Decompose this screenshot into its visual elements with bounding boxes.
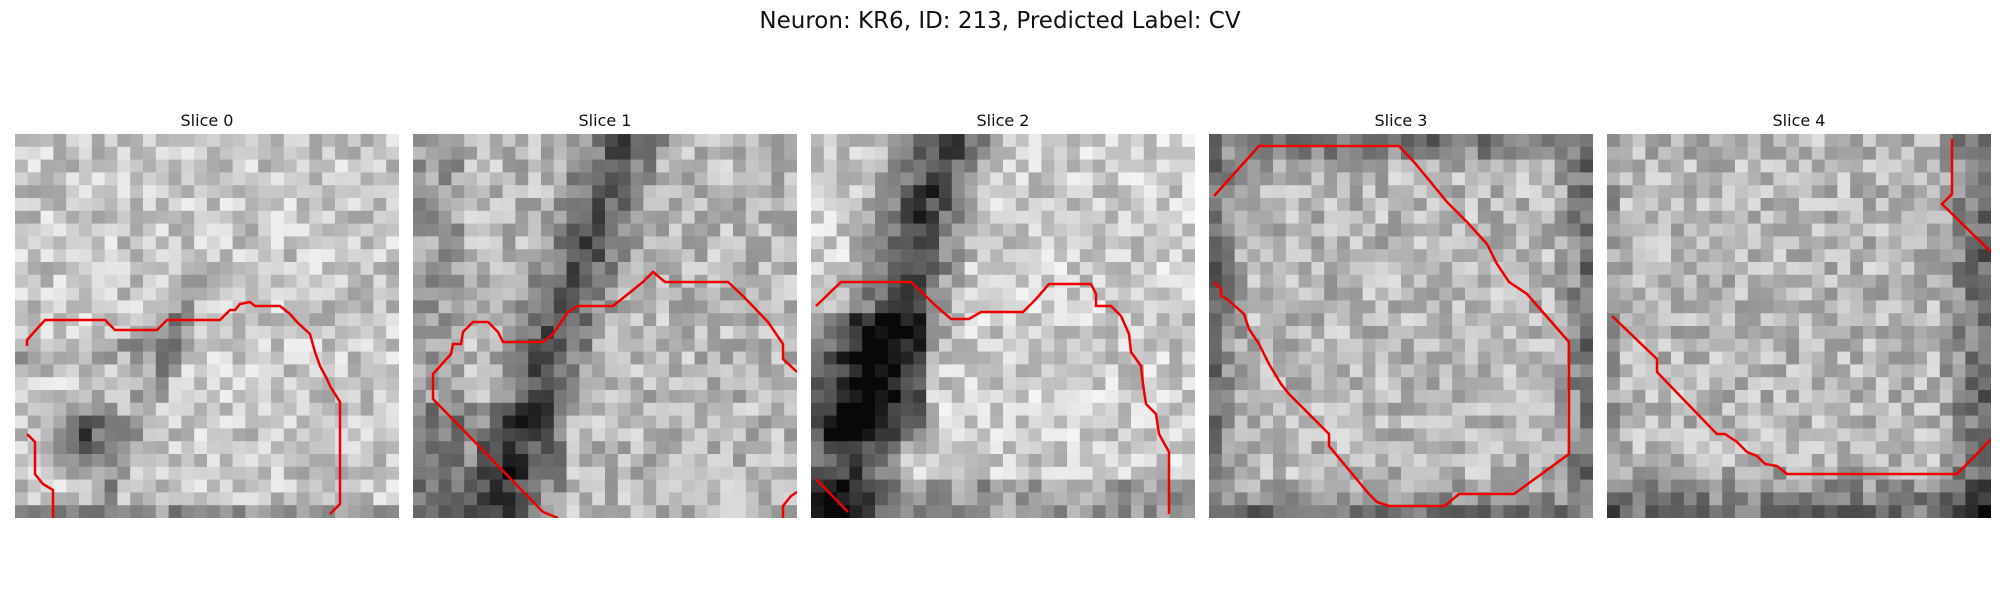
grayscale-image — [15, 134, 399, 518]
red-contour — [1940, 139, 1991, 253]
contour-overlay — [25, 300, 342, 518]
grayscale-image — [1209, 134, 1593, 518]
grayscale-image — [413, 134, 797, 518]
grayscale-image — [1607, 134, 1991, 518]
red-contour — [26, 433, 55, 518]
slice-title: Slice 2 — [976, 111, 1030, 130]
slice-title: Slice 4 — [1772, 111, 1826, 130]
slice-panel-4: Slice 4 — [1607, 108, 1991, 518]
contour-overlay — [1213, 144, 1571, 508]
red-contour — [815, 280, 1171, 514]
red-contour — [781, 490, 797, 518]
slice-image-3 — [1209, 134, 1593, 518]
red-contour — [815, 478, 849, 513]
contour-overlay — [815, 280, 1171, 514]
contour-overlay — [431, 270, 797, 518]
slice-panel-2: Slice 2 — [811, 108, 1195, 518]
slice-title: Slice 1 — [578, 111, 632, 130]
red-contour — [1213, 144, 1571, 508]
grayscale-image — [811, 134, 1195, 518]
red-contour — [25, 300, 342, 515]
slice-panel-1: Slice 1 — [413, 108, 797, 518]
red-contour — [431, 270, 797, 518]
slice-title: Slice 3 — [1374, 111, 1428, 130]
contour-overlay — [1611, 139, 1991, 476]
red-contour — [1611, 315, 1991, 476]
slice-image-0 — [15, 134, 399, 518]
slice-panel-3: Slice 3 — [1209, 108, 1593, 518]
slice-image-2 — [811, 134, 1195, 518]
slice-title: Slice 0 — [180, 111, 234, 130]
slice-image-4 — [1607, 134, 1991, 518]
figure-title: Neuron: KR6, ID: 213, Predicted Label: C… — [759, 8, 1241, 34]
slice-image-1 — [413, 134, 797, 518]
slice-panel-0: Slice 0 — [15, 108, 399, 518]
